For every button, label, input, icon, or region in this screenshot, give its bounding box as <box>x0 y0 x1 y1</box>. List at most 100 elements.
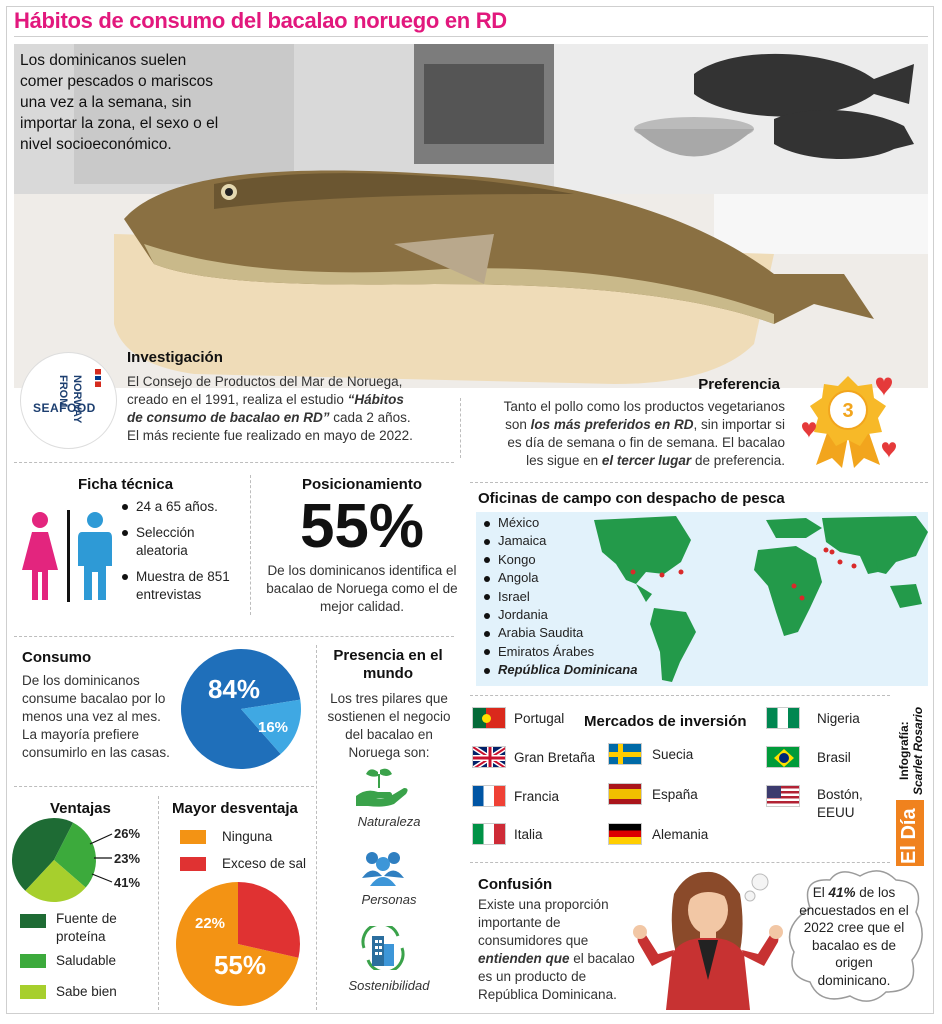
confusion-text: Existe una proporción importante de cons… <box>478 896 648 1004</box>
legend-swatch-saludable <box>20 954 46 968</box>
medal-number: 3 <box>842 400 853 422</box>
cod-photo-illustration <box>14 44 928 388</box>
investigacion-study-name: “Hábitos de consumo de bacalao en RD” <box>127 392 404 425</box>
office-markers <box>630 547 857 601</box>
divider <box>158 796 159 1010</box>
pillar-naturaleza: Naturaleza <box>357 814 421 829</box>
pillar-personas: Personas <box>361 892 417 907</box>
divider <box>14 462 454 463</box>
list-item: Muestra de 851 entrevistas <box>122 568 242 604</box>
confusion-text-c: el bacalao es un producto de República D… <box>478 951 635 1002</box>
pie-slice-exceso-sal <box>238 882 300 958</box>
investigacion-text-a: El Consejo de Productos del Mar de Norue… <box>127 374 403 407</box>
presencia-text: Los tres pilares que sostienen el negoci… <box>327 691 451 760</box>
third-place-medal-icon: 3 <box>802 376 896 468</box>
divider <box>14 786 314 787</box>
bullet-icon <box>122 530 128 536</box>
list-item: México <box>484 514 637 532</box>
legend-sabe-bien: Sabe bien <box>56 984 117 999</box>
title-divider <box>14 36 928 37</box>
country-nigeria: Nigeria <box>817 711 860 726</box>
legend-saludable: Saludable <box>56 953 117 968</box>
presencia-heading: Presencia en el mundo <box>333 647 443 682</box>
thought-bubble <box>788 870 923 1002</box>
credit-author: Scarlet Rosario <box>911 706 925 795</box>
logo-text-from: FROM <box>57 375 69 408</box>
pie-slice-84 <box>181 649 301 769</box>
pie-slice-ninguna <box>176 882 299 1006</box>
ficha-heading: Ficha técnica <box>78 476 174 493</box>
pie-slice-saludable <box>54 822 96 888</box>
ventajas-pie-chart <box>12 818 113 902</box>
bubble-text-pre: El <box>812 885 829 900</box>
legend-proteina: Fuente de proteína <box>56 911 117 944</box>
country-boston-eeuu: Bostón, EEUU <box>817 787 863 820</box>
country-suecia: Suecia <box>652 747 694 762</box>
mercados-heading: Mercados de inversión <box>584 713 747 730</box>
ventajas-label-23: 23% <box>114 851 141 866</box>
divider <box>470 482 928 483</box>
consumo-pie-chart: 84% 16% <box>181 649 301 769</box>
country-espana: España <box>652 787 698 802</box>
pillar-sostenibilidad: Sostenibilidad <box>348 978 430 993</box>
preferencia-text-c: , sin importar si es día de semana o fin… <box>507 417 785 468</box>
bullet-icon <box>484 649 490 656</box>
desventaja-pie-chart: 22% 55% <box>176 882 300 1006</box>
desventaja-heading: Mayor desventaja <box>172 800 298 817</box>
gender-icons <box>22 510 112 602</box>
preferencia-heading: Preferencia <box>698 376 780 393</box>
divider <box>460 398 461 458</box>
consumo-heading: Consumo <box>22 649 92 666</box>
logo-text-seafood: SEAFOOD <box>33 401 96 415</box>
world-map <box>594 516 928 682</box>
divider <box>470 862 890 863</box>
el-dia-logo: El Día <box>896 800 924 866</box>
infographic-frame <box>6 6 934 1014</box>
list-item: Angola <box>484 569 637 587</box>
pie-slice-sabe-bien <box>25 860 86 902</box>
oficinas-list: México Jamaica Kongo Angola Israel Jorda… <box>484 514 637 680</box>
posicionamiento-heading: Posicionamiento <box>301 476 423 493</box>
portugal-flag-icon <box>472 707 506 729</box>
legend-exceso-sal: Exceso de sal <box>222 856 307 871</box>
preferencia-emphasis-2: el tercer lugar <box>601 453 692 468</box>
preferencia-text: Tanto el pollo como los productos vegeta… <box>495 398 785 470</box>
legend-swatch-exceso-sal <box>180 857 206 871</box>
country-brasil: Brasil <box>817 750 851 765</box>
divider <box>14 636 454 637</box>
lead-paragraph: Los dominicanos suelen comer pescados o … <box>20 52 219 153</box>
people-icon <box>362 852 404 886</box>
bubble-percent: 41% <box>828 885 856 900</box>
legend-ninguna: Ninguna <box>222 829 273 844</box>
list-item: Emiratos Árabes <box>484 643 637 661</box>
pie-slice-proteina <box>12 818 74 891</box>
oficinas-heading: Oficinas de campo con despacho de pesca <box>478 490 785 507</box>
logo-text-norway: NORWAY <box>71 375 83 424</box>
sustainability-building-icon <box>361 926 405 970</box>
preferencia-text-a: Tanto el pollo como los productos vegeta… <box>503 399 785 432</box>
brazil-flag-icon <box>766 746 800 768</box>
bubble-text-post: de los encuestados en el 2022 cree que e… <box>799 885 909 988</box>
bullet-icon <box>484 557 490 564</box>
norway-flag-mark <box>95 369 101 387</box>
uk-flag-icon <box>472 746 506 768</box>
credit-label: Infografía: <box>897 721 911 780</box>
divider <box>470 695 890 696</box>
leader-line <box>91 873 113 883</box>
usa-flag-icon <box>766 785 800 807</box>
bullet-icon <box>484 631 490 637</box>
seafood-norway-logo: SEAFOOD FROM NORWAY <box>20 352 117 449</box>
preferencia-text-e: de preferencia. <box>691 453 785 468</box>
country-portugal: Portugal <box>514 711 565 726</box>
investigacion-text-c: cada 2 años. El más reciente fue realiza… <box>127 410 413 443</box>
list-item: Jamaica <box>484 532 637 550</box>
sweden-flag-icon <box>608 743 642 765</box>
country-alemania: Alemania <box>652 827 709 842</box>
divider <box>316 645 317 1010</box>
spain-flag-icon <box>608 783 642 805</box>
bullet-icon <box>484 612 490 619</box>
hero-photo <box>14 44 928 388</box>
bullet-icon <box>484 520 490 527</box>
pie-slice-16 <box>241 699 301 755</box>
country-italia: Italia <box>514 827 543 842</box>
